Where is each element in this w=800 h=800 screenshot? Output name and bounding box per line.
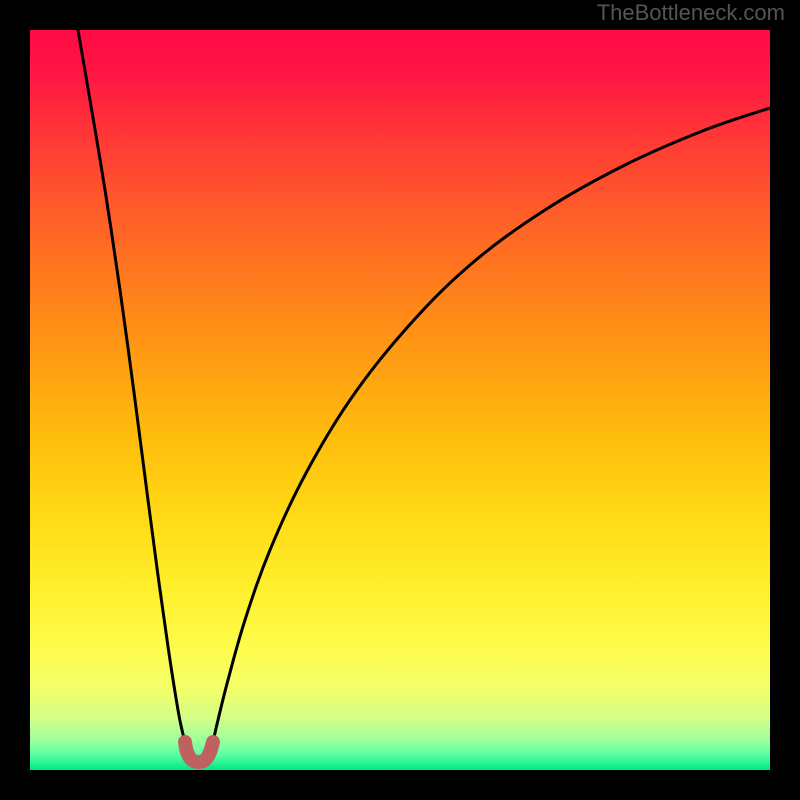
plot-outer bbox=[0, 0, 800, 800]
optimal-point-marker bbox=[185, 742, 213, 762]
performance-curve bbox=[78, 30, 770, 762]
watermark-text: TheBottleneck.com bbox=[597, 0, 785, 26]
chart-frame: TheBottleneck.com bbox=[0, 0, 800, 800]
plot-area bbox=[30, 30, 770, 770]
bottleneck-curve bbox=[30, 30, 770, 770]
